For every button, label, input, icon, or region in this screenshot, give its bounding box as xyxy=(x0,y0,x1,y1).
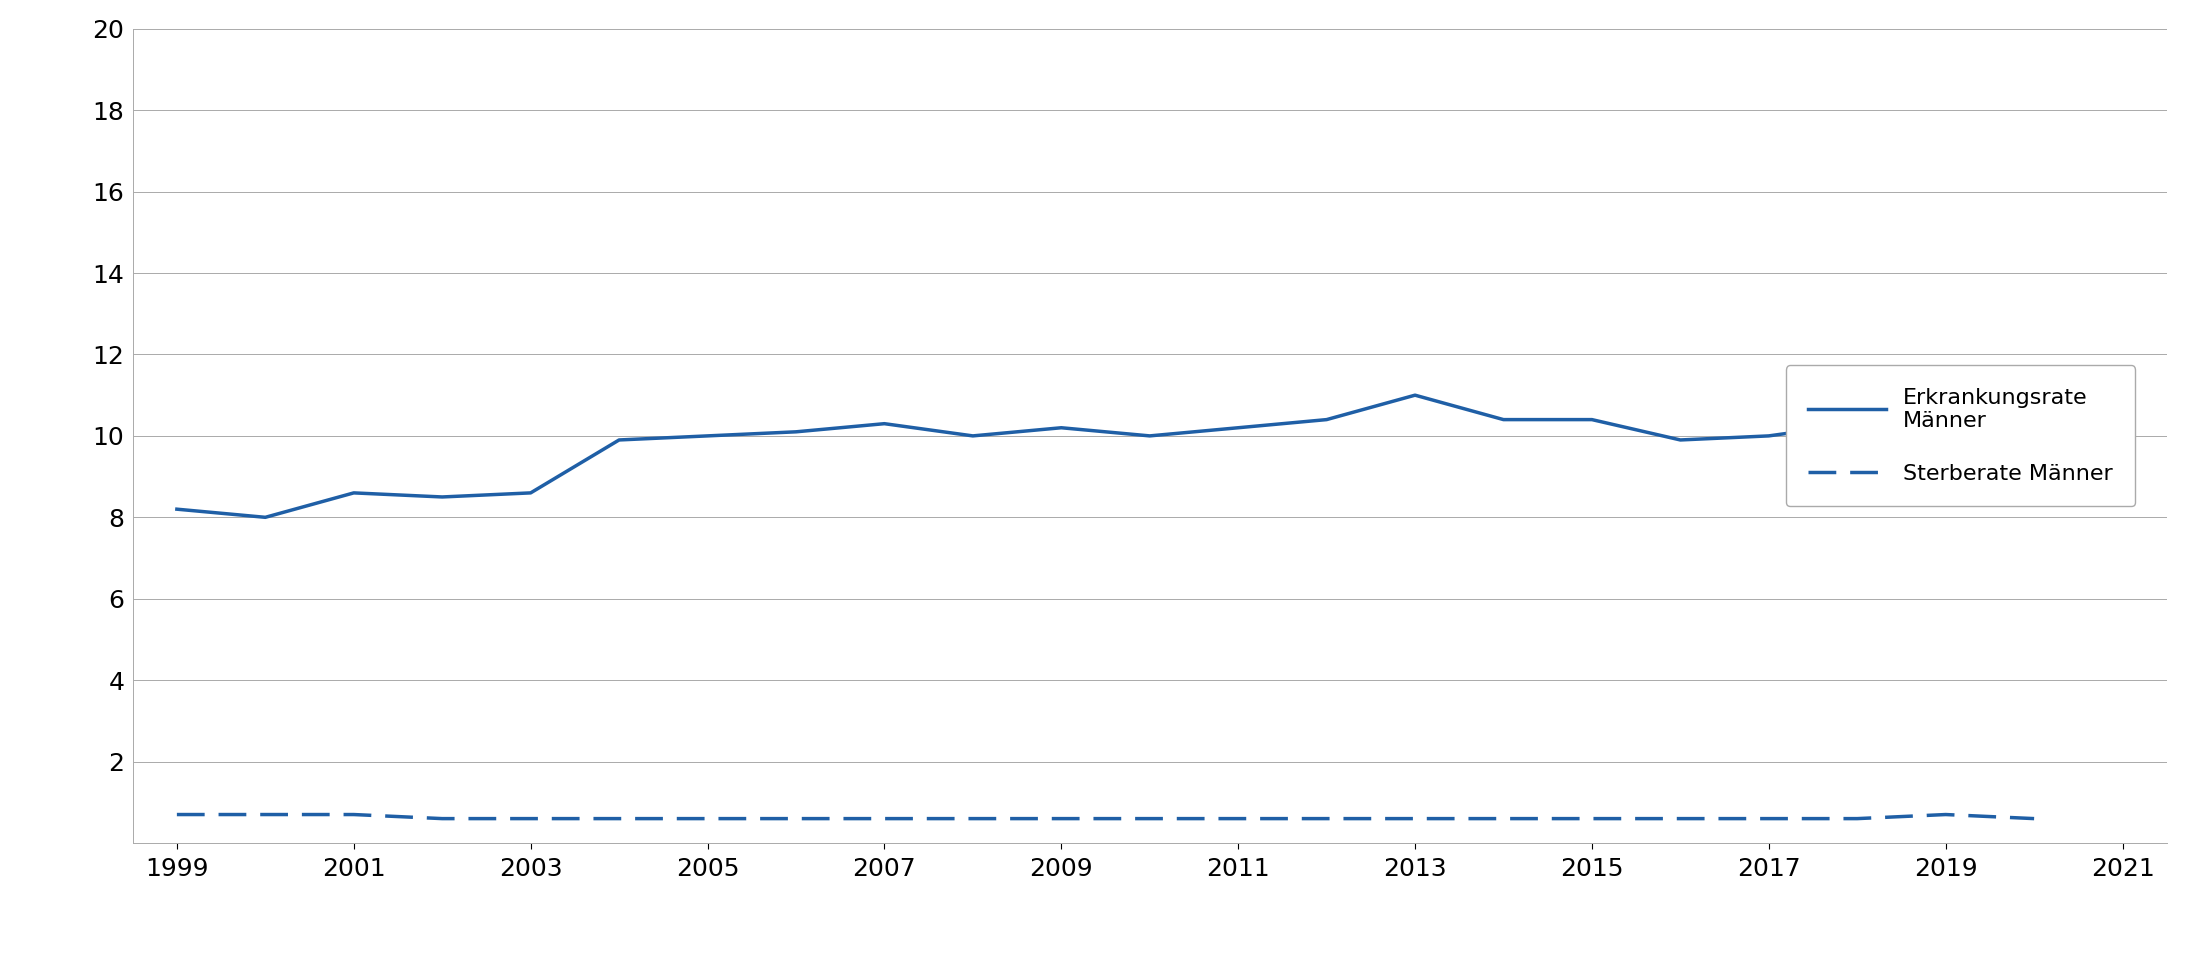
Erkrankungsrate
Männer xyxy=(1490,414,1517,425)
Sterberate Männer xyxy=(252,809,279,820)
Sterberate Männer xyxy=(1667,812,1694,824)
Sterberate Männer xyxy=(2021,812,2047,824)
Sterberate Männer xyxy=(1136,812,1163,824)
Erkrankungsrate
Männer xyxy=(1313,414,1340,425)
Erkrankungsrate
Männer xyxy=(164,504,190,515)
Erkrankungsrate
Männer xyxy=(1844,418,1871,429)
Line: Erkrankungsrate
Männer: Erkrankungsrate Männer xyxy=(177,395,2034,517)
Erkrankungsrate
Männer xyxy=(606,434,632,445)
Sterberate Männer xyxy=(1402,812,1428,824)
Sterberate Männer xyxy=(1490,812,1517,824)
Erkrankungsrate
Männer xyxy=(1932,426,1959,438)
Erkrankungsrate
Männer xyxy=(1402,389,1428,400)
Sterberate Männer xyxy=(694,812,721,824)
Sterberate Männer xyxy=(960,812,986,824)
Sterberate Männer xyxy=(1579,812,1605,824)
Sterberate Männer xyxy=(783,812,809,824)
Legend: Erkrankungsrate
Männer, Sterberate Männer: Erkrankungsrate Männer, Sterberate Männe… xyxy=(1786,365,2136,507)
Erkrankungsrate
Männer xyxy=(1136,430,1163,442)
Erkrankungsrate
Männer xyxy=(2021,426,2047,438)
Sterberate Männer xyxy=(164,809,190,820)
Sterberate Männer xyxy=(1048,812,1075,824)
Erkrankungsrate
Männer xyxy=(871,418,898,429)
Erkrankungsrate
Männer xyxy=(1756,430,1782,442)
Erkrankungsrate
Männer xyxy=(429,491,455,503)
Sterberate Männer xyxy=(1225,812,1251,824)
Erkrankungsrate
Männer xyxy=(1225,422,1251,433)
Erkrankungsrate
Männer xyxy=(252,512,279,523)
Erkrankungsrate
Männer xyxy=(783,426,809,438)
Sterberate Männer xyxy=(1932,809,1959,820)
Sterberate Männer xyxy=(1313,812,1340,824)
Erkrankungsrate
Männer xyxy=(960,430,986,442)
Sterberate Männer xyxy=(1756,812,1782,824)
Erkrankungsrate
Männer xyxy=(517,488,544,499)
Erkrankungsrate
Männer xyxy=(1579,414,1605,425)
Erkrankungsrate
Männer xyxy=(1048,422,1075,433)
Erkrankungsrate
Männer xyxy=(694,430,721,442)
Sterberate Männer xyxy=(517,812,544,824)
Erkrankungsrate
Männer xyxy=(1667,434,1694,445)
Sterberate Männer xyxy=(1844,812,1871,824)
Sterberate Männer xyxy=(429,812,455,824)
Line: Sterberate Männer: Sterberate Männer xyxy=(177,814,2034,818)
Sterberate Männer xyxy=(871,812,898,824)
Sterberate Männer xyxy=(606,812,632,824)
Erkrankungsrate
Männer xyxy=(340,488,367,499)
Sterberate Männer xyxy=(340,809,367,820)
